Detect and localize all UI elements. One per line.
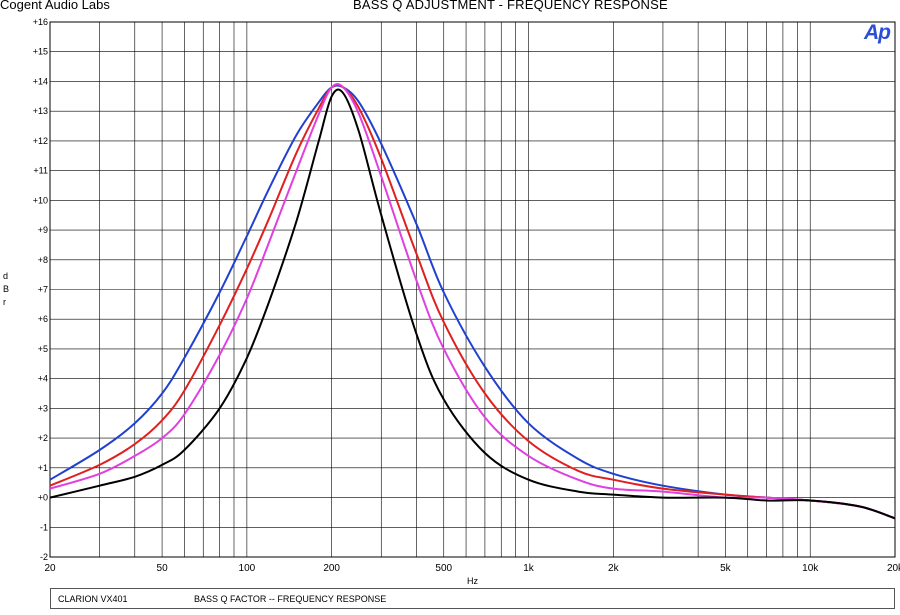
series-line-red	[49, 83, 896, 520]
y-tick-label: +14	[33, 76, 48, 86]
y-tick-label: -1	[40, 522, 48, 532]
y-tick-label: +4	[38, 374, 48, 384]
y-tick-label: +9	[38, 225, 48, 235]
series-line-blue	[49, 84, 896, 520]
x-tick-label: 20	[44, 563, 56, 574]
footer-box: CLARION VX401 BASS Q FACTOR -- FREQUENCY…	[50, 588, 895, 609]
x-tick-label: 500	[435, 563, 452, 574]
y-tick-label: +1	[38, 463, 48, 473]
series-line-black	[49, 88, 896, 520]
y-axis-label-d: d	[3, 271, 9, 281]
y-tick-label: +2	[38, 433, 48, 443]
frequency-response-chart: -2 -1 +0 +1 +2 +3 +4 +5 +6 +7 +8 +9 +10 +11 +12 +13 +14 +…	[33, 17, 900, 586]
y-axis-label-r: r	[3, 297, 6, 307]
x-tick-label: 200	[323, 563, 340, 574]
y-tick-label: +10	[33, 195, 48, 205]
y-tick-label: +12	[33, 136, 48, 146]
x-tick-label: 10k	[802, 563, 819, 574]
x-tick-label: 1k	[523, 563, 535, 574]
y-tick-label: +0	[38, 493, 48, 503]
y-tick-label: +16	[33, 17, 48, 27]
y-tick-label: +13	[33, 106, 48, 116]
y-tick-label: +8	[38, 255, 48, 265]
y-tick-label: +15	[33, 47, 48, 57]
x-tick-label: 5k	[720, 563, 732, 574]
y-tick-label: +7	[38, 285, 48, 295]
series-line-magenta	[49, 83, 896, 520]
y-tick-label: +11	[33, 166, 48, 176]
x-tick-label: 100	[239, 563, 256, 574]
y-tick-label: +3	[38, 403, 48, 413]
chart-title: BASS Q ADJUSTMENT - FREQUENCY RESPONSE	[353, 0, 668, 12]
x-tick-label: 20k	[887, 563, 900, 574]
x-axis-label: Hz	[467, 576, 478, 586]
ap-logo: Ap	[864, 21, 891, 44]
footer-description: BASS Q FACTOR -- FREQUENCY RESPONSE	[194, 594, 387, 604]
y-tick-label: -2	[40, 552, 48, 562]
footer-device: CLARION VX401	[58, 594, 128, 604]
y-axis-label-b: B	[3, 284, 10, 294]
y-tick-label: +6	[38, 314, 48, 324]
y-tick-label: +5	[38, 344, 48, 354]
company-name: Cogent Audio Labs	[0, 0, 110, 12]
x-tick-label: 50	[157, 563, 169, 574]
x-tick-label: 2k	[608, 563, 620, 574]
